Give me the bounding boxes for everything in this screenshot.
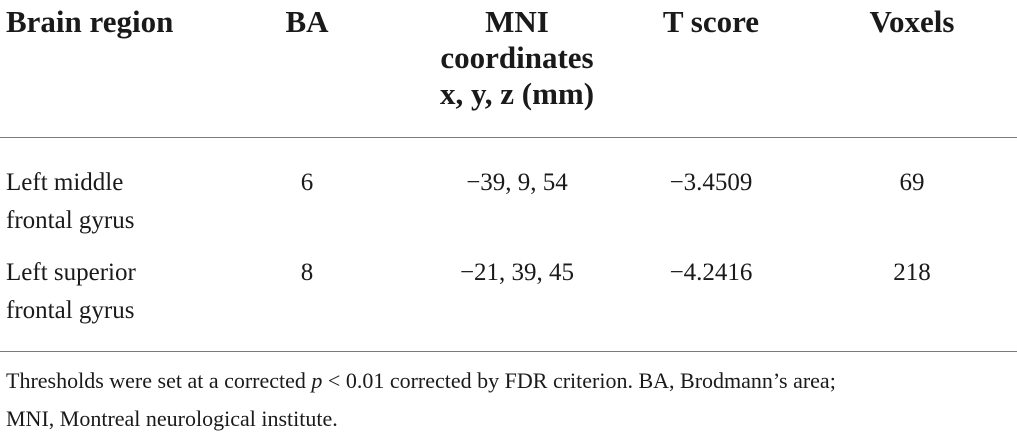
- table-row-2-region: Left superior frontal gyrus: [6, 254, 236, 330]
- header-ba: BA: [285, 4, 329, 39]
- header-t-score: T score: [662, 4, 760, 39]
- table-row-1-t-score: −3.4509: [669, 169, 753, 196]
- table-header-rule: [0, 137, 1017, 138]
- table-row-2-voxels: 218: [893, 259, 931, 286]
- footnote-line2: MNI, Montreal neurological institute.: [6, 406, 338, 431]
- table-row-2-mni: −21, 39, 45: [459, 259, 575, 286]
- table-row-1-ba: 6: [300, 169, 314, 196]
- table-row-2-ba: 8: [300, 259, 314, 286]
- footnote-text-1: Thresholds were set at a corrected: [6, 368, 312, 393]
- table-bottom-rule: [0, 351, 1017, 352]
- region-line2: frontal gyrus: [6, 297, 135, 324]
- header-mni-coordinates: MNI coordinates x, y, z (mm): [400, 4, 634, 112]
- table-row-1-region: Left middle frontal gyrus: [6, 164, 236, 240]
- table-row-1-voxels: 69: [899, 169, 925, 196]
- table-row-2-t-score: −4.2416: [669, 259, 753, 286]
- region-line1: Left superior: [6, 259, 136, 286]
- footnote-line1: Thresholds were set at a corrected p < 0…: [6, 362, 1011, 400]
- region-line2: frontal gyrus: [6, 207, 135, 234]
- region-line1: Left middle: [6, 169, 124, 196]
- footnote-text-2: < 0.01 corrected by FDR criterion. BA, B…: [322, 368, 836, 393]
- table-footnote: Thresholds were set at a corrected p < 0…: [6, 362, 1011, 438]
- header-mni-line2: coordinates: [440, 40, 594, 75]
- header-brain-region: Brain region: [6, 4, 174, 39]
- table-row-1-mni: −39, 9, 54: [466, 169, 568, 196]
- header-voxels: Voxels: [869, 4, 955, 39]
- header-mni-line3: x, y, z (mm): [439, 76, 595, 111]
- footnote-p-symbol: p: [311, 368, 323, 393]
- header-mni-line1: MNI: [485, 4, 549, 39]
